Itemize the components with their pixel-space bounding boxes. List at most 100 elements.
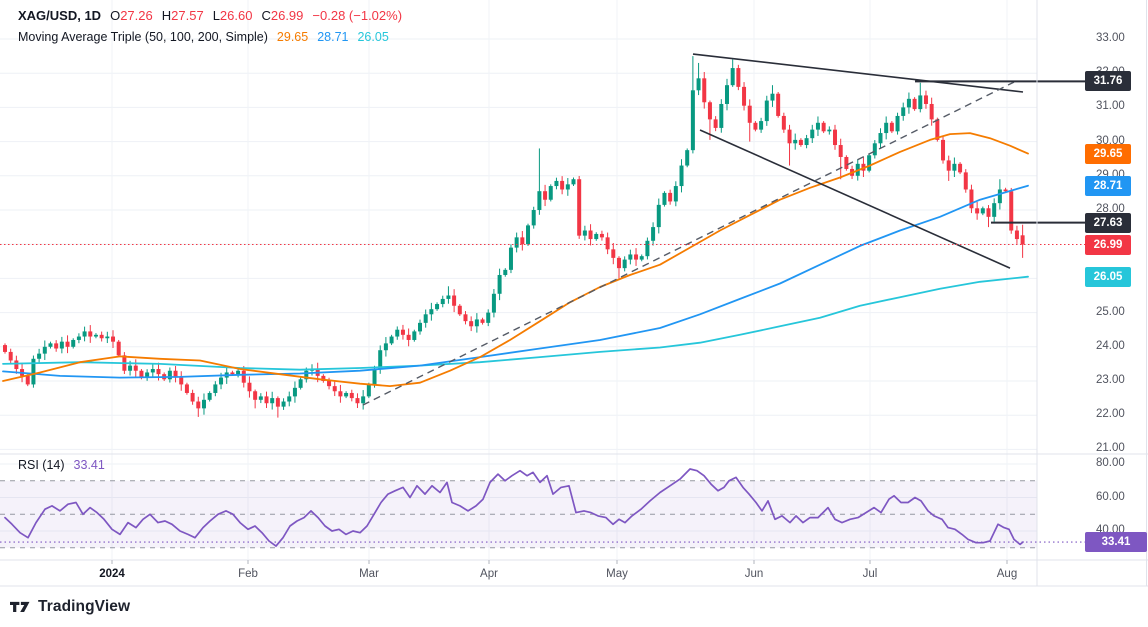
candle-body [793,139,798,144]
candle-body [963,172,968,190]
candle-body [167,370,172,380]
candle-body [207,392,212,400]
symbol-title: XAG/USD, 1D [18,8,102,23]
ohlc-low: L 26.60 [212,8,253,23]
candle-body [702,78,707,103]
candle-body [594,233,599,240]
candle-body [833,129,838,146]
trendline [362,81,1015,406]
candle-body [281,401,286,407]
tradingview-logo[interactable]: TradingView [10,598,130,616]
symbol-legend[interactable]: XAG/USD, 1D O 27.26 H 27.57 L 26.60 C 26.99 … [18,8,402,23]
ohlc-open: O 27.26 [110,8,153,23]
candle-body [696,78,701,91]
candle-body [1020,235,1025,245]
trendline [692,53,1024,93]
candle-body [105,336,110,339]
candle-body [190,392,195,402]
ma-indicator-legend[interactable]: Moving Average Triple (50, 100, 200, Sim… [18,30,389,44]
candle-body [201,399,206,409]
candle-body [14,360,19,370]
chart-canvas[interactable] [0,0,1148,590]
candle-body [798,139,803,146]
time-tick-label: Jun [744,568,764,580]
ma200-line [2,275,1029,371]
ma50-value: 29.65 [276,30,309,44]
candle-body [526,225,531,245]
price-tick-label: 23.00 [1096,374,1125,386]
price-tick-label: 21.00 [1096,442,1125,455]
candle-body [37,353,42,359]
candle-body [366,384,371,397]
candle-body [736,68,741,87]
candle-body [639,256,644,260]
candle-body [321,375,326,381]
candle-body [986,208,991,217]
time-tick-label: May [606,568,628,580]
candle-body [88,331,93,337]
candle-body [923,95,928,104]
candle-body [111,336,116,342]
candle-body [872,143,877,156]
ma200-value: 26.05 [357,30,389,44]
candle-body [378,350,383,370]
candle-body [355,398,360,404]
candle-body [241,370,246,383]
candle-body [406,334,411,340]
candle-body [628,254,633,260]
candle-body [8,351,13,361]
ma100-line [2,184,1029,379]
candle-body [742,86,747,106]
candle-body [457,305,462,315]
candle-body [685,150,690,166]
time-tick-label: Jul [862,568,878,580]
ma50-line [2,132,1029,387]
time-tick-label: Aug [996,568,1018,580]
ohlc-high: H 27.57 [161,8,204,23]
candle-body [906,98,911,108]
candle-body [42,346,47,354]
candle-body [634,254,639,260]
candle-body [59,341,64,349]
candle-body [867,155,872,171]
price-badge-29.65: 29.65 [1085,143,1131,164]
candle-body [776,93,781,116]
candle-body [349,392,354,399]
candle-body [230,372,235,375]
candle-body [145,372,150,378]
candle-body [264,396,269,404]
candle-body [662,192,667,205]
price-badge-27.63: 27.63 [1085,212,1131,233]
rsi-indicator-legend[interactable]: RSI (14) 33.41 [18,458,105,472]
candle-body [958,163,963,173]
price-tick-label: 33.00 [1096,32,1125,44]
candle-body [247,382,252,392]
candle-body [446,295,451,299]
candle-body [759,121,764,130]
candle-body [173,370,178,378]
candle-body [992,203,997,217]
candle-body [969,189,974,209]
candle-body [93,334,98,337]
candle-body [918,95,923,110]
candle-body [781,115,786,130]
candle-body [673,186,678,202]
candle-body [1014,230,1019,240]
candle-body [577,179,582,236]
candle-body [645,240,650,257]
price-badge-26.99: 26.99 [1085,234,1131,255]
candle-body [975,208,980,214]
change-value: −0.28 (−1.02%) [312,8,403,23]
candle-body [946,160,951,171]
candle-body [668,192,673,202]
candle-body [480,319,485,323]
candle-body [156,369,161,375]
candle-body [429,309,434,315]
candle-body [497,274,502,294]
candle-body [622,259,627,269]
candle-body [588,230,593,240]
tradingview-logo-text: TradingView [38,598,131,615]
candle-body [491,293,496,313]
candle-body [753,122,758,130]
candle-body [713,119,718,128]
